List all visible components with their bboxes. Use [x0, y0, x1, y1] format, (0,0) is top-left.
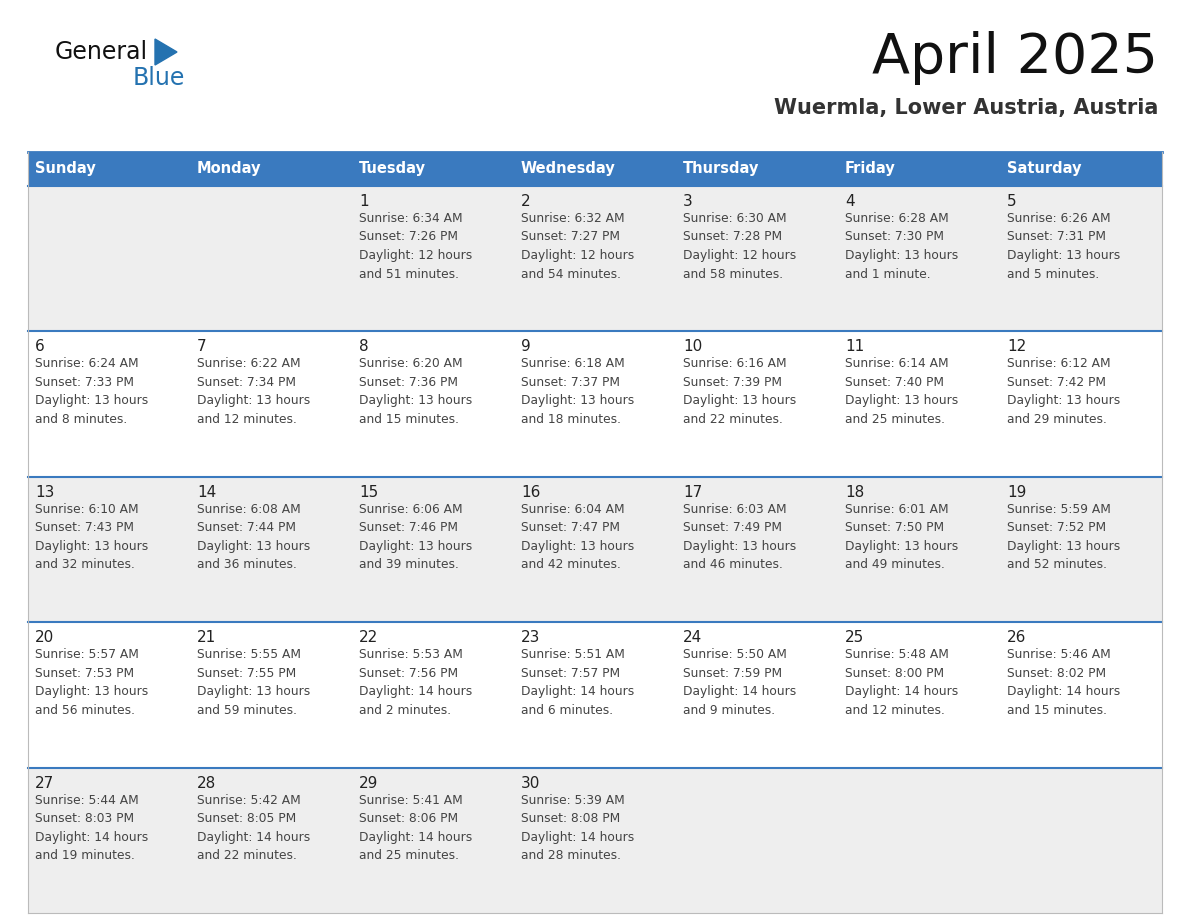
Bar [514, 152, 676, 186]
Text: 7: 7 [197, 340, 207, 354]
Bar [29, 622, 1162, 767]
Text: Sunrise: 6:03 AM
Sunset: 7:49 PM
Daylight: 13 hours
and 46 minutes.: Sunrise: 6:03 AM Sunset: 7:49 PM Dayligh… [683, 503, 796, 571]
Text: Sunrise: 5:42 AM
Sunset: 8:05 PM
Daylight: 14 hours
and 22 minutes.: Sunrise: 5:42 AM Sunset: 8:05 PM Dayligh… [197, 793, 310, 862]
Text: 27: 27 [34, 776, 55, 790]
Bar [29, 331, 1162, 476]
Text: 24: 24 [683, 630, 702, 645]
Text: Wuermla, Lower Austria, Austria: Wuermla, Lower Austria, Austria [773, 98, 1158, 118]
Text: 2: 2 [522, 194, 531, 209]
Text: Sunrise: 6:22 AM
Sunset: 7:34 PM
Daylight: 13 hours
and 12 minutes.: Sunrise: 6:22 AM Sunset: 7:34 PM Dayligh… [197, 357, 310, 426]
Text: 30: 30 [522, 776, 541, 790]
Text: 29: 29 [359, 776, 378, 790]
Text: Sunrise: 6:01 AM
Sunset: 7:50 PM
Daylight: 13 hours
and 49 minutes.: Sunrise: 6:01 AM Sunset: 7:50 PM Dayligh… [845, 503, 959, 571]
Text: 25: 25 [845, 630, 864, 645]
Text: 9: 9 [522, 340, 531, 354]
Text: Sunrise: 5:51 AM
Sunset: 7:57 PM
Daylight: 14 hours
and 6 minutes.: Sunrise: 5:51 AM Sunset: 7:57 PM Dayligh… [522, 648, 634, 717]
Text: Sunrise: 6:14 AM
Sunset: 7:40 PM
Daylight: 13 hours
and 25 minutes.: Sunrise: 6:14 AM Sunset: 7:40 PM Dayligh… [845, 357, 959, 426]
Bar [29, 186, 1162, 331]
Text: 6: 6 [34, 340, 45, 354]
Text: Sunrise: 6:12 AM
Sunset: 7:42 PM
Daylight: 13 hours
and 29 minutes.: Sunrise: 6:12 AM Sunset: 7:42 PM Dayligh… [1007, 357, 1120, 426]
Text: Friday: Friday [845, 162, 896, 176]
Text: 26: 26 [1007, 630, 1026, 645]
Text: Wednesday: Wednesday [522, 162, 615, 176]
Text: 10: 10 [683, 340, 702, 354]
Polygon shape [154, 39, 177, 65]
Text: 3: 3 [683, 194, 693, 209]
Bar [676, 152, 838, 186]
Text: Sunrise: 6:06 AM
Sunset: 7:46 PM
Daylight: 13 hours
and 39 minutes.: Sunrise: 6:06 AM Sunset: 7:46 PM Dayligh… [359, 503, 473, 571]
Text: 4: 4 [845, 194, 854, 209]
Text: Thursday: Thursday [683, 162, 759, 176]
Text: 19: 19 [1007, 485, 1026, 499]
Text: Sunrise: 5:48 AM
Sunset: 8:00 PM
Daylight: 14 hours
and 12 minutes.: Sunrise: 5:48 AM Sunset: 8:00 PM Dayligh… [845, 648, 959, 717]
Bar [29, 152, 190, 186]
Text: 16: 16 [522, 485, 541, 499]
Text: Sunrise: 5:44 AM
Sunset: 8:03 PM
Daylight: 14 hours
and 19 minutes.: Sunrise: 5:44 AM Sunset: 8:03 PM Dayligh… [34, 793, 148, 862]
Text: 8: 8 [359, 340, 368, 354]
Text: Sunrise: 6:20 AM
Sunset: 7:36 PM
Daylight: 13 hours
and 15 minutes.: Sunrise: 6:20 AM Sunset: 7:36 PM Dayligh… [359, 357, 473, 426]
Text: Sunrise: 5:57 AM
Sunset: 7:53 PM
Daylight: 13 hours
and 56 minutes.: Sunrise: 5:57 AM Sunset: 7:53 PM Dayligh… [34, 648, 148, 717]
Text: Monday: Monday [197, 162, 261, 176]
Text: Sunrise: 5:39 AM
Sunset: 8:08 PM
Daylight: 14 hours
and 28 minutes.: Sunrise: 5:39 AM Sunset: 8:08 PM Dayligh… [522, 793, 634, 862]
Text: Sunrise: 5:46 AM
Sunset: 8:02 PM
Daylight: 14 hours
and 15 minutes.: Sunrise: 5:46 AM Sunset: 8:02 PM Dayligh… [1007, 648, 1120, 717]
Text: General: General [55, 40, 148, 64]
Text: Sunrise: 6:28 AM
Sunset: 7:30 PM
Daylight: 13 hours
and 1 minute.: Sunrise: 6:28 AM Sunset: 7:30 PM Dayligh… [845, 212, 959, 281]
Text: Sunrise: 6:16 AM
Sunset: 7:39 PM
Daylight: 13 hours
and 22 minutes.: Sunrise: 6:16 AM Sunset: 7:39 PM Dayligh… [683, 357, 796, 426]
Text: Blue: Blue [133, 66, 185, 90]
Bar [1000, 152, 1162, 186]
Text: 1: 1 [359, 194, 368, 209]
Text: Sunrise: 6:34 AM
Sunset: 7:26 PM
Daylight: 12 hours
and 51 minutes.: Sunrise: 6:34 AM Sunset: 7:26 PM Dayligh… [359, 212, 473, 281]
Text: Sunday: Sunday [34, 162, 96, 176]
Text: 20: 20 [34, 630, 55, 645]
Text: 18: 18 [845, 485, 864, 499]
Text: Sunrise: 6:30 AM
Sunset: 7:28 PM
Daylight: 12 hours
and 58 minutes.: Sunrise: 6:30 AM Sunset: 7:28 PM Dayligh… [683, 212, 796, 281]
Text: Sunrise: 5:53 AM
Sunset: 7:56 PM
Daylight: 14 hours
and 2 minutes.: Sunrise: 5:53 AM Sunset: 7:56 PM Dayligh… [359, 648, 473, 717]
Text: 28: 28 [197, 776, 216, 790]
Text: Sunrise: 5:50 AM
Sunset: 7:59 PM
Daylight: 14 hours
and 9 minutes.: Sunrise: 5:50 AM Sunset: 7:59 PM Dayligh… [683, 648, 796, 717]
Text: 21: 21 [197, 630, 216, 645]
Bar [29, 767, 1162, 913]
Text: Sunrise: 6:24 AM
Sunset: 7:33 PM
Daylight: 13 hours
and 8 minutes.: Sunrise: 6:24 AM Sunset: 7:33 PM Dayligh… [34, 357, 148, 426]
Text: Sunrise: 6:32 AM
Sunset: 7:27 PM
Daylight: 12 hours
and 54 minutes.: Sunrise: 6:32 AM Sunset: 7:27 PM Dayligh… [522, 212, 634, 281]
Bar [29, 476, 1162, 622]
Bar [190, 152, 352, 186]
Text: April 2025: April 2025 [872, 31, 1158, 85]
Text: 5: 5 [1007, 194, 1017, 209]
Text: 13: 13 [34, 485, 55, 499]
Text: Sunrise: 6:18 AM
Sunset: 7:37 PM
Daylight: 13 hours
and 18 minutes.: Sunrise: 6:18 AM Sunset: 7:37 PM Dayligh… [522, 357, 634, 426]
Text: Sunrise: 6:26 AM
Sunset: 7:31 PM
Daylight: 13 hours
and 5 minutes.: Sunrise: 6:26 AM Sunset: 7:31 PM Dayligh… [1007, 212, 1120, 281]
Bar [352, 152, 514, 186]
Text: Sunrise: 6:04 AM
Sunset: 7:47 PM
Daylight: 13 hours
and 42 minutes.: Sunrise: 6:04 AM Sunset: 7:47 PM Dayligh… [522, 503, 634, 571]
Text: Sunrise: 6:10 AM
Sunset: 7:43 PM
Daylight: 13 hours
and 32 minutes.: Sunrise: 6:10 AM Sunset: 7:43 PM Dayligh… [34, 503, 148, 571]
Text: Tuesday: Tuesday [359, 162, 426, 176]
Text: 17: 17 [683, 485, 702, 499]
Text: Saturday: Saturday [1007, 162, 1081, 176]
Bar [838, 152, 1000, 186]
Text: 15: 15 [359, 485, 378, 499]
Text: Sunrise: 5:59 AM
Sunset: 7:52 PM
Daylight: 13 hours
and 52 minutes.: Sunrise: 5:59 AM Sunset: 7:52 PM Dayligh… [1007, 503, 1120, 571]
Text: 14: 14 [197, 485, 216, 499]
Text: 23: 23 [522, 630, 541, 645]
Text: 11: 11 [845, 340, 864, 354]
Text: 22: 22 [359, 630, 378, 645]
Text: 12: 12 [1007, 340, 1026, 354]
Text: Sunrise: 6:08 AM
Sunset: 7:44 PM
Daylight: 13 hours
and 36 minutes.: Sunrise: 6:08 AM Sunset: 7:44 PM Dayligh… [197, 503, 310, 571]
Text: Sunrise: 5:55 AM
Sunset: 7:55 PM
Daylight: 13 hours
and 59 minutes.: Sunrise: 5:55 AM Sunset: 7:55 PM Dayligh… [197, 648, 310, 717]
Text: Sunrise: 5:41 AM
Sunset: 8:06 PM
Daylight: 14 hours
and 25 minutes.: Sunrise: 5:41 AM Sunset: 8:06 PM Dayligh… [359, 793, 473, 862]
